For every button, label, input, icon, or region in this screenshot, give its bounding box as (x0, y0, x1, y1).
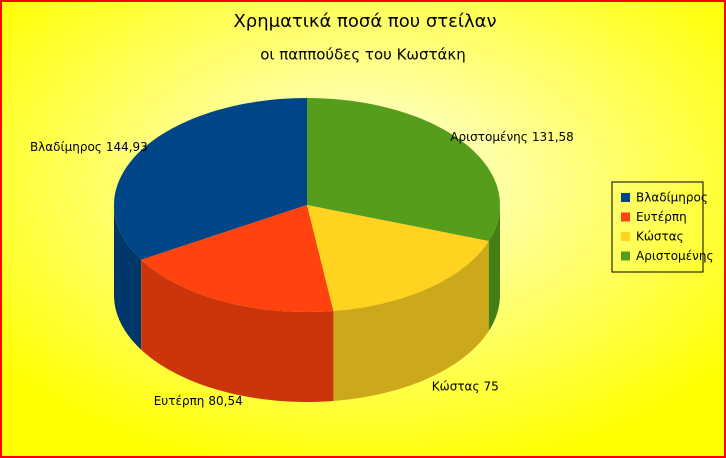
data-label: Κώστας 75 (432, 379, 499, 393)
data-label-category: Αριστομένης (450, 130, 528, 144)
pie-slice (141, 205, 334, 402)
pie-slice-side (114, 205, 142, 350)
legend-swatch (621, 193, 630, 202)
pie-slice-top (307, 98, 500, 241)
pie-slice-top (141, 205, 334, 312)
pie-slice (307, 98, 500, 331)
legend-label: Ευτέρπη (636, 210, 687, 224)
pie-slice-side (333, 240, 489, 401)
data-label: Ευτέρπη 80,54 (154, 394, 243, 408)
legend-swatch (621, 212, 630, 222)
pie-slice-side (141, 259, 334, 402)
pie-slice-side (488, 205, 500, 331)
pie-slice (114, 98, 307, 350)
data-label-category: Βλαδίμηρος (30, 139, 102, 153)
pie-slice-top (114, 98, 307, 260)
data-label: Αριστομένης 131,58 (450, 130, 574, 144)
legend-label: Αριστομένης (636, 249, 714, 263)
legend-swatch (621, 232, 630, 241)
chart-subtitle: οι παππούδες του Κωστάκη (260, 46, 466, 64)
pie-slice (307, 205, 489, 401)
pie-slice-top (307, 205, 489, 311)
legend-box (611, 181, 704, 273)
legend-swatch (621, 251, 630, 261)
data-label: Βλαδίμηρος 144,93 (30, 139, 148, 153)
data-label-value: 75 (484, 379, 499, 393)
data-label-value: 144,93 (106, 139, 148, 153)
data-label-value: 131,58 (532, 130, 574, 144)
data-label-value: 80,54 (208, 394, 242, 408)
data-label-category: Κώστας (432, 379, 480, 393)
chart-title: Χρηματικά ποσά που στείλαν (233, 11, 496, 32)
data-label-category: Ευτέρπη (154, 394, 205, 408)
legend-label: Κώστας (636, 230, 684, 244)
legend-label: Βλαδίμηρος (636, 191, 708, 205)
